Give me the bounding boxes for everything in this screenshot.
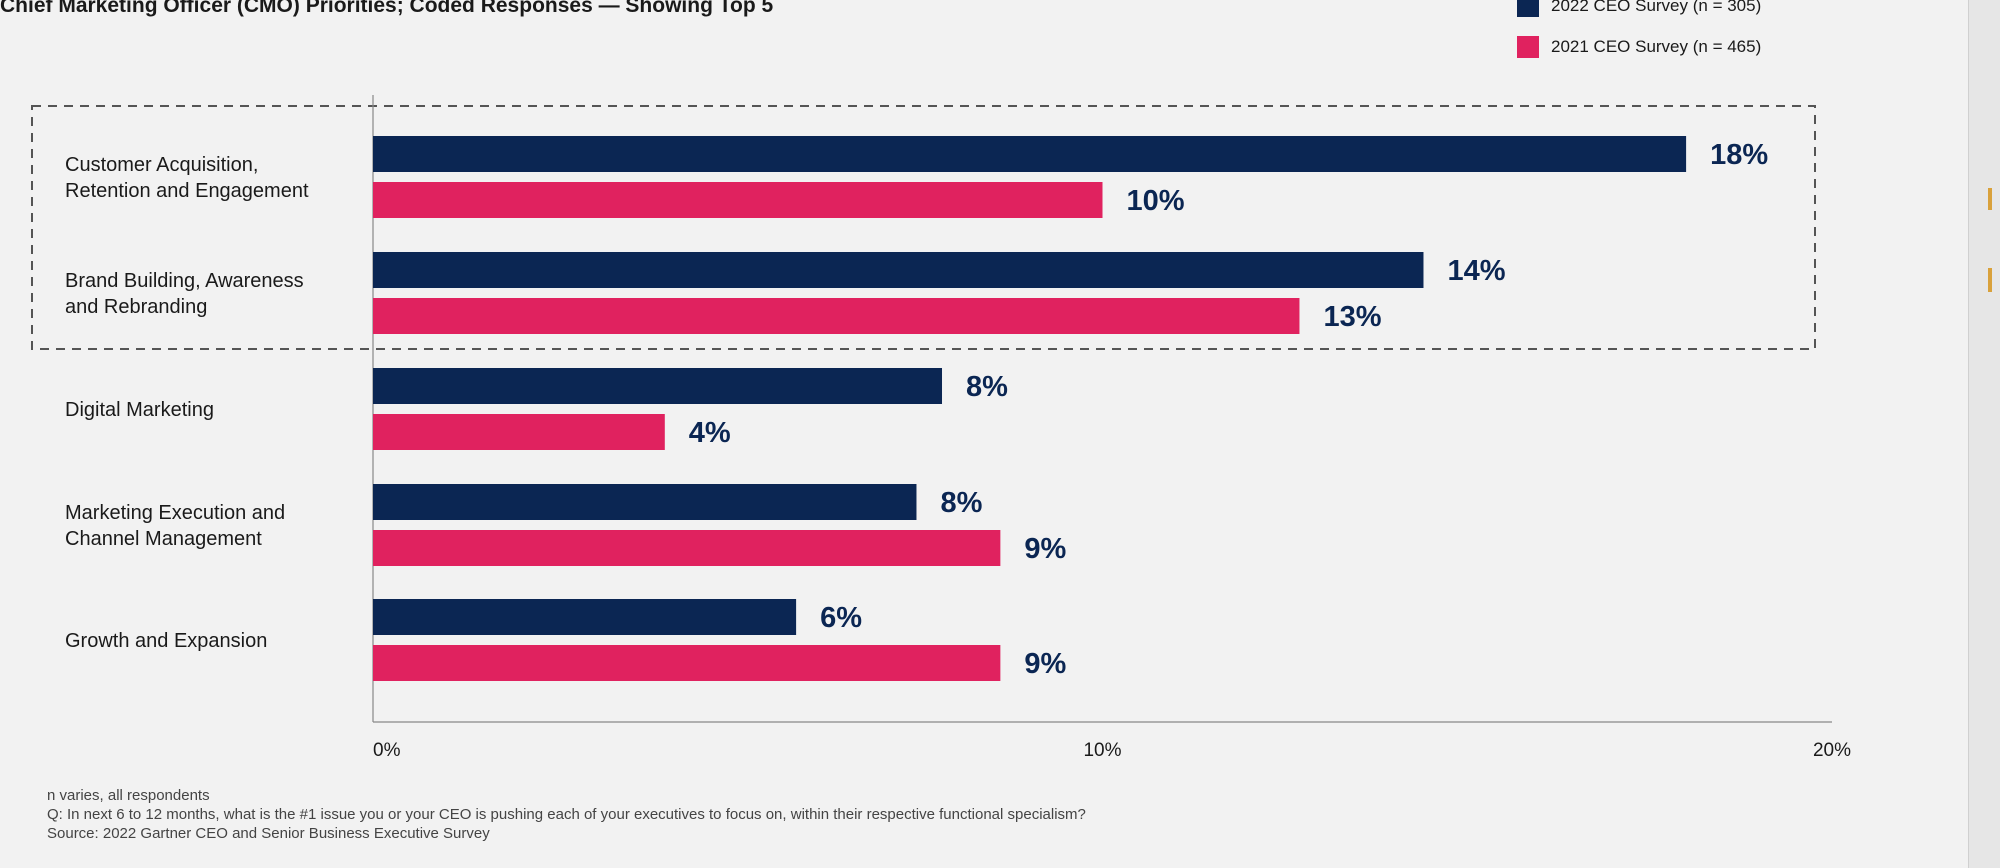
note-source: Source: 2022 Gartner CEO and Senior Busi…: [47, 825, 490, 842]
chart-title: Chief Marketing Officer (CMO) Priorities…: [0, 0, 774, 17]
bar-2021: [373, 414, 665, 450]
footnotes: n varies, all respondents Q: In next 6 t…: [47, 786, 1086, 843]
legend-swatch-2022: [1517, 0, 1539, 17]
bar-2021: [373, 298, 1300, 334]
data-label: 8%: [966, 371, 1008, 403]
category-label: Brand Building, Awareness and Rebranding: [65, 270, 304, 318]
edge-marker: [1988, 268, 1992, 292]
note-n-varies: n varies, all respondents: [47, 787, 210, 804]
data-label: 9%: [1024, 533, 1066, 565]
category-label-line: Digital Marketing: [65, 399, 214, 421]
x-tick-label: 10%: [1083, 740, 1121, 761]
legend-swatch-2021: [1517, 36, 1539, 58]
legend-item-2022: 2022 CEO Survey (n = 305): [1517, 0, 1761, 17]
category-label: Digital Marketing: [65, 399, 214, 421]
category-label: Growth and Expansion: [65, 630, 267, 652]
data-label: 6%: [820, 602, 862, 634]
category-label-line: Customer Acquisition,: [65, 154, 258, 176]
category-label-line: Channel Management: [65, 528, 262, 550]
x-tick-label: 0%: [373, 740, 401, 761]
category-label-line: and Rebranding: [65, 296, 207, 318]
data-label: 9%: [1024, 648, 1066, 680]
category-label: Customer Acquisition, Retention and Engag…: [65, 154, 309, 202]
category-label-line: Growth and Expansion: [65, 630, 267, 652]
data-label: 10%: [1127, 185, 1185, 217]
bar-chart: 0% 10% 20% Customer Acquisition, Retention a…: [31, 95, 1851, 761]
bar-2021: [373, 645, 1001, 681]
window-edge: [1968, 0, 2000, 868]
legend-item-2021: 2021 CEO Survey (n = 465): [1517, 36, 1761, 58]
bar-2022: [373, 484, 917, 520]
bar-2021: [373, 530, 1001, 566]
category-label-line: Brand Building, Awareness: [65, 270, 304, 292]
legend-label-2021: 2021 CEO Survey (n = 465): [1551, 37, 1762, 56]
category-label: Marketing Execution and Channel Managemen…: [65, 502, 285, 550]
data-label: 13%: [1323, 301, 1381, 333]
data-label: 8%: [940, 487, 982, 519]
data-label: 4%: [689, 417, 731, 449]
legend-label-2022: 2022 CEO Survey (n = 305): [1551, 0, 1762, 15]
bar-2022: [373, 252, 1424, 288]
data-label: 14%: [1447, 255, 1505, 287]
bar-2022: [373, 136, 1687, 172]
bar-2022: [373, 368, 943, 404]
category-label-line: Marketing Execution and: [65, 502, 285, 524]
category-label-line: Retention and Engagement: [65, 180, 309, 202]
data-label: 18%: [1710, 139, 1768, 171]
bar-2022: [373, 599, 797, 635]
note-question: Q: In next 6 to 12 months, what is the #…: [47, 806, 1086, 823]
highlight-box: [31, 105, 1816, 350]
edge-marker: [1988, 188, 1992, 210]
x-tick-label: 20%: [1813, 740, 1851, 761]
bar-2021: [373, 182, 1103, 218]
